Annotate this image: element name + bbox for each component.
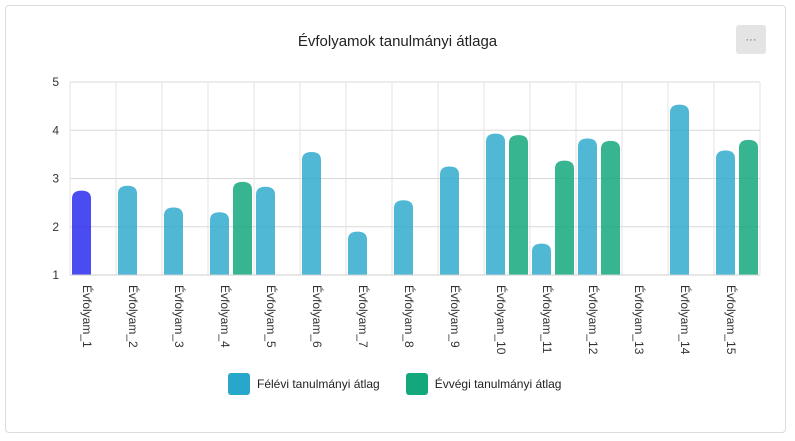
bar-evvegi xyxy=(509,135,528,275)
bar-felevi xyxy=(72,190,91,275)
legend-label-felevi: Félévi tanulmányi átlag xyxy=(257,377,380,391)
y-tick-label: 3 xyxy=(52,172,59,186)
bar-felevi xyxy=(440,166,459,275)
y-tick-label: 5 xyxy=(52,75,59,89)
bar-felevi xyxy=(716,150,735,275)
bar-felevi xyxy=(486,133,505,275)
x-tick-label: Évfolyam_7 xyxy=(356,285,371,348)
x-tick-label: Évfolyam_3 xyxy=(172,285,187,348)
x-tick-label: Évfolyam_4 xyxy=(218,285,233,348)
x-tick-label: Évfolyam_15 xyxy=(724,285,739,355)
x-tick-label: Évfolyam_14 xyxy=(678,285,693,355)
legend-item-felevi[interactable]: Félévi tanulmányi átlag xyxy=(228,373,380,395)
y-tick-label: 1 xyxy=(52,268,59,282)
x-tick-label: Évfolyam_12 xyxy=(586,285,601,355)
chart-title: Évfolyamok tanulmányi átlaga xyxy=(297,33,498,50)
x-tick-label: Évfolyam_11 xyxy=(540,285,555,354)
y-tick-label: 4 xyxy=(52,123,59,137)
x-tick-label: Évfolyam_1 xyxy=(80,285,95,348)
bar-felevi xyxy=(164,207,183,275)
legend-label-evvegi: Évvégi tanulmányi átlag xyxy=(434,377,562,391)
x-tick-label: Évfolyam_5 xyxy=(264,285,279,348)
legend-swatch-felevi xyxy=(228,373,250,395)
x-tick-label: Évfolyam_10 xyxy=(494,285,509,355)
bar-evvegi xyxy=(233,181,252,275)
y-tick-label: 2 xyxy=(52,220,59,234)
bar-felevi xyxy=(532,243,551,275)
bar-felevi xyxy=(348,231,367,275)
x-tick-label: Évfolyam_9 xyxy=(448,285,463,348)
bar-felevi xyxy=(394,200,413,275)
legend: Félévi tanulmányi átlag Évvégi tanulmány… xyxy=(228,373,587,395)
bar-felevi xyxy=(210,212,229,275)
bar-evvegi xyxy=(739,139,758,275)
bar-felevi xyxy=(118,185,137,275)
x-tick-label: Évfolyam_8 xyxy=(402,285,417,348)
chart-menu-button[interactable]: ··· xyxy=(736,25,766,54)
x-tick-label: Évfolyam_2 xyxy=(126,285,141,348)
legend-item-evvegi[interactable]: Évvégi tanulmányi átlag xyxy=(405,373,562,395)
x-tick-label: Évfolyam_13 xyxy=(632,285,647,355)
x-tick-label: Évfolyam_6 xyxy=(310,285,325,348)
bar-evvegi xyxy=(555,160,574,275)
bar-felevi xyxy=(256,186,275,275)
bar-evvegi xyxy=(601,140,620,275)
bar-felevi xyxy=(578,138,597,275)
bar-felevi xyxy=(302,151,321,275)
bar-felevi xyxy=(670,104,689,276)
legend-swatch-evvegi xyxy=(405,373,428,395)
